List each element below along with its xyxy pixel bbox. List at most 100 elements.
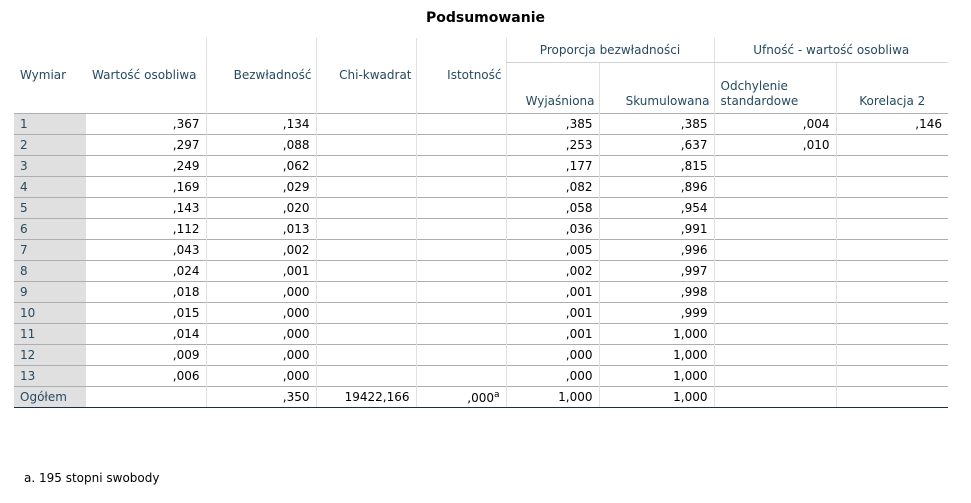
cell-skumulowana-value: ,954 (680, 201, 708, 215)
cell-wartosc-osobliwa: ,169 (86, 176, 206, 198)
cell-skumulowana: ,637 (598, 134, 714, 156)
table-row: 4 ,169 ,029 ,082 ,896 (14, 176, 948, 198)
cell-wartosc-osobliwa-value: ,297 (172, 138, 200, 152)
cell-wyjasniona-value: ,005 (565, 243, 593, 257)
cell-wyjasniona: ,385 (505, 113, 599, 135)
cell-wyjasniona: ,253 (505, 134, 599, 156)
table-row: 11 ,014 ,000 ,001 1,000 (14, 323, 948, 345)
cell-odchylenie (713, 155, 836, 177)
cell-wyjasniona: ,082 (505, 176, 599, 198)
cell-skumulowana: ,991 (598, 218, 714, 240)
cell-korelacja (835, 302, 948, 324)
table-row: 12 ,009 ,000 ,000 1,000 (14, 344, 948, 366)
cell-bezwladnosc-value: ,062 (282, 159, 310, 173)
cell-wymiar: 13 (14, 365, 86, 387)
cell-bezwladnosc: ,088 (205, 134, 316, 156)
cell-wymiar: 11 (14, 323, 86, 345)
cell-bezwladnosc: ,029 (205, 176, 316, 198)
cell-bezwladnosc-value: ,002 (282, 243, 310, 257)
cell-bezwladnosc: ,062 (205, 155, 316, 177)
cell-korelacja (835, 281, 948, 303)
cell-chi-kwadrat (315, 155, 416, 177)
cell-wyjasniona-value: ,000 (565, 348, 593, 362)
cell-skumulowana-value: 1,000 (673, 390, 708, 404)
header-wyjasniona: Wyjaśniona (505, 62, 599, 114)
cell-wymiar: 1 (14, 113, 86, 135)
table-row: 13 ,006 ,000 ,000 1,000 (14, 365, 948, 387)
cell-wyjasniona-value: ,036 (565, 222, 593, 236)
cell-skumulowana-value: ,999 (680, 306, 708, 320)
cell-bezwladnosc-value: ,088 (282, 138, 310, 152)
cell-wartosc-osobliwa-value: ,367 (172, 117, 200, 131)
cell-skumulowana-value: ,991 (680, 222, 708, 236)
cell-odchylenie (713, 218, 836, 240)
cell-odchylenie: ,010 (713, 134, 836, 156)
cell-wymiar: 3 (14, 155, 86, 177)
cell-odchylenie-value: ,010 (802, 138, 830, 152)
header-ufnosc-group: Ufność - wartość osobliwa (713, 38, 948, 63)
cell-korelacja (835, 197, 948, 219)
table-row: 2 ,297 ,088 ,253 ,637 ,010 (14, 134, 948, 156)
cell-odchylenie (713, 302, 836, 324)
cell-wartosc-osobliwa: ,014 (86, 323, 206, 345)
cell-bezwladnosc-value: ,000 (282, 306, 310, 320)
cell-wartosc-osobliwa-value: ,112 (172, 222, 200, 236)
cell-chi-kwadrat (315, 302, 416, 324)
table-row: Ogółem ,350 19422,166 ,000a 1,000 1,000 (14, 386, 948, 408)
cell-wyjasniona-value: ,058 (565, 201, 593, 215)
cell-skumulowana: ,997 (598, 260, 714, 282)
cell-skumulowana: ,896 (598, 176, 714, 198)
cell-istotnosc (415, 260, 506, 282)
cell-wyjasniona-value: ,385 (565, 117, 593, 131)
cell-istotnosc (415, 113, 506, 135)
cell-wartosc-osobliwa: ,297 (86, 134, 206, 156)
cell-wartosc-osobliwa-value: ,043 (172, 243, 200, 257)
cell-chi-kwadrat (315, 218, 416, 240)
cell-wymiar-value: 5 (20, 201, 28, 215)
cell-istotnosc (415, 365, 506, 387)
cell-chi-kwadrat (315, 323, 416, 345)
cell-wymiar: 5 (14, 197, 86, 219)
header-wymiar: Wymiar (20, 68, 67, 82)
cell-wartosc-osobliwa: ,043 (86, 239, 206, 261)
cell-skumulowana-value: ,637 (680, 138, 708, 152)
cell-odchylenie (713, 386, 836, 408)
cell-wymiar: 6 (14, 218, 86, 240)
cell-skumulowana-value: ,385 (680, 117, 708, 131)
cell-odchylenie-value: ,004 (802, 117, 830, 131)
cell-wyjasniona-value: ,253 (565, 138, 593, 152)
cell-wartosc-osobliwa: ,009 (86, 344, 206, 366)
cell-korelacja (835, 344, 948, 366)
cell-odchylenie: ,004 (713, 113, 836, 135)
header-proporcja-group: Proporcja bezwładności (505, 38, 714, 63)
cell-skumulowana: ,998 (598, 281, 714, 303)
cell-wyjasniona: ,036 (505, 218, 599, 240)
cell-wyjasniona: ,001 (505, 302, 599, 324)
cell-korelacja (835, 155, 948, 177)
cell-istotnosc-value: ,000 (467, 390, 494, 405)
cell-chi-kwadrat-value: 19422,166 (344, 390, 410, 404)
cell-skumulowana: 1,000 (598, 323, 714, 345)
cell-odchylenie (713, 197, 836, 219)
cell-wymiar-value: 1 (20, 117, 28, 131)
table-row: 5 ,143 ,020 ,058 ,954 (14, 197, 948, 219)
cell-bezwladnosc: ,000 (205, 344, 316, 366)
table-row: 3 ,249 ,062 ,177 ,815 (14, 155, 948, 177)
cell-istotnosc: ,000a (415, 386, 506, 408)
cell-wyjasniona-value: ,001 (565, 306, 593, 320)
cell-bezwladnosc-value: ,013 (282, 222, 310, 236)
cell-wartosc-osobliwa: ,112 (86, 218, 206, 240)
cell-wartosc-osobliwa-value: ,015 (172, 306, 200, 320)
cell-istotnosc (415, 281, 506, 303)
cell-istotnosc (415, 218, 506, 240)
cell-istotnosc (415, 134, 506, 156)
cell-wyjasniona-value: ,177 (565, 159, 593, 173)
cell-odchylenie (713, 323, 836, 345)
cell-bezwladnosc: ,000 (205, 281, 316, 303)
cell-wymiar-value: 13 (20, 369, 36, 383)
cell-wymiar-value: 2 (20, 138, 28, 152)
cell-bezwladnosc: ,002 (205, 239, 316, 261)
cell-bezwladnosc-value: ,000 (282, 285, 310, 299)
table-row: 7 ,043 ,002 ,005 ,996 (14, 239, 948, 261)
cell-wymiar: Ogółem (14, 386, 86, 408)
